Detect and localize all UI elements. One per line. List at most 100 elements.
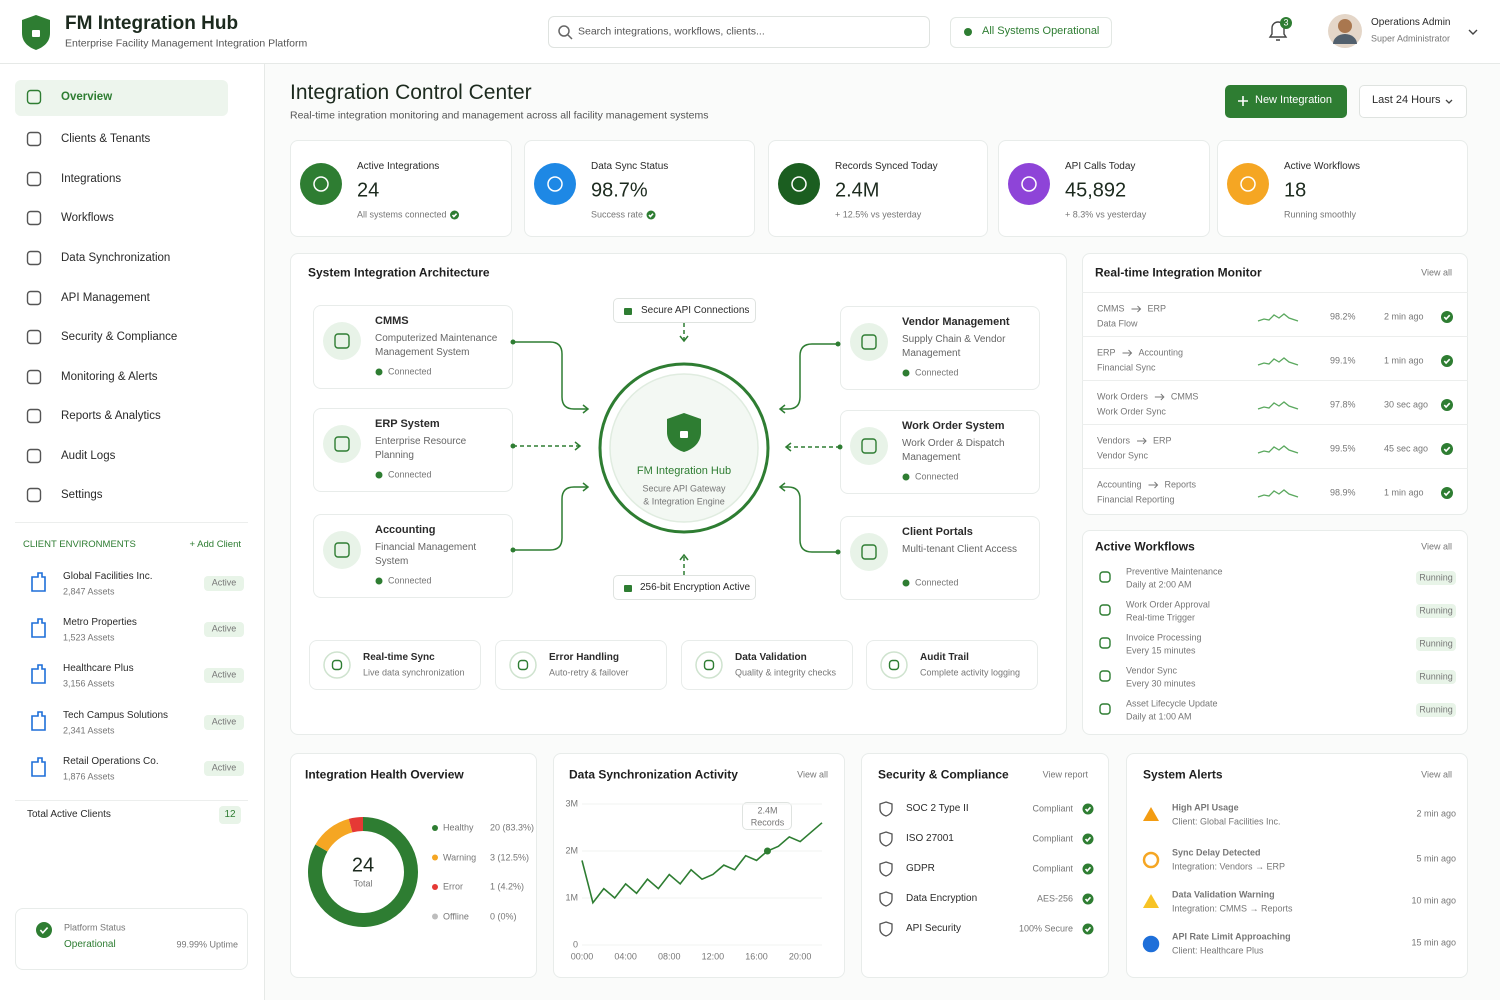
connector (780, 343, 838, 410)
flow-arrow (1122, 349, 1133, 357)
add-client[interactable]: + Add Client (189, 539, 242, 551)
alert-time: 15 min ago (1411, 937, 1456, 948)
platform-title: Platform Status (64, 922, 126, 933)
client-status: Active (211, 577, 237, 588)
nav-item[interactable]: Monitoring & Alerts (61, 370, 158, 383)
nav-item[interactable]: Integrations (61, 172, 122, 185)
system-desc: Enterprise Resource Planning (375, 436, 467, 461)
alerts-panel (1126, 753, 1468, 978)
alert-icon (1143, 807, 1159, 821)
feature-title: Real-time Sync (363, 651, 435, 663)
flow-target: Reports (1164, 479, 1197, 490)
nav-item[interactable]: Reports & Analytics (61, 409, 161, 422)
system-icon (323, 531, 361, 569)
arrow-head (778, 482, 786, 492)
status-badge (204, 668, 244, 683)
y-tick-label: 0 (572, 939, 578, 950)
kpi-label: Data Sync Status (591, 160, 669, 172)
flow-arrow (1137, 437, 1147, 445)
view-all-link[interactable]: View all (1421, 267, 1452, 278)
nav-item[interactable]: Clients & Tenants (61, 132, 151, 145)
nav-item[interactable]: Data Synchronization (61, 251, 171, 264)
nav-item[interactable]: Audit Logs (61, 449, 116, 462)
check-mark (1084, 866, 1092, 873)
new-integration-label: New Integration (1255, 94, 1333, 107)
icon (26, 171, 42, 187)
legend-dot (432, 884, 438, 890)
nav-item[interactable]: Security & Compliance (61, 330, 178, 343)
bell-icon (1268, 21, 1288, 41)
compliance-name: ISO 27001 (906, 832, 954, 844)
workflows-panel (1082, 530, 1468, 735)
status-badge (204, 576, 244, 591)
system-desc: Supply Chain & Vendor Management (902, 334, 1006, 359)
system-name: Vendor Management (902, 316, 1010, 329)
donut-segment (308, 817, 418, 927)
nav-item[interactable]: Workflows (61, 211, 114, 224)
system-desc: Multi-tenant Client Access (902, 544, 1018, 555)
bottom-badge (613, 575, 756, 600)
feature-title: Data Validation (735, 651, 807, 663)
client-name[interactable]: Healthcare Plus (63, 662, 134, 674)
client-name[interactable]: Retail Operations Co. (63, 755, 159, 767)
legend-value: 1 (4.2%) (490, 881, 525, 892)
monitor-panel (1082, 253, 1468, 515)
flow-arrow (1148, 481, 1159, 489)
app-subtitle: Enterprise Facility Management Integrati… (65, 37, 308, 50)
client-assets: 1,523 Assets (63, 632, 115, 643)
user-role: Super Administrator (1371, 33, 1451, 44)
status-dot (375, 577, 383, 585)
status-badge (204, 761, 244, 776)
flow-type: Data Flow (1097, 318, 1138, 329)
search-box[interactable] (548, 16, 930, 48)
nav-item[interactable]: Overview (61, 90, 113, 103)
workflow-status: Running (1419, 704, 1453, 715)
check-mark (1084, 896, 1092, 903)
status-dot (902, 369, 910, 377)
workflow-schedule: Real-time Trigger (1126, 612, 1196, 623)
client-name[interactable]: Metro Properties (63, 616, 137, 628)
status-badge (1416, 703, 1456, 717)
row-divider (1082, 468, 1468, 469)
feature-desc: Complete activity logging (920, 667, 1021, 678)
feature-title: Audit Trail (920, 651, 969, 663)
kpi-icon (534, 163, 576, 205)
kpi-label: Records Synced Today (835, 160, 938, 172)
icon (861, 544, 877, 560)
legend-dot (432, 825, 438, 831)
view-all-link[interactable]: View all (797, 769, 828, 780)
feature-icon (880, 651, 908, 679)
kpi-icon (300, 163, 342, 205)
alert-time: 5 min ago (1416, 853, 1456, 864)
status-dot (902, 473, 910, 481)
view-all-link[interactable]: View all (1421, 541, 1452, 552)
client-name[interactable]: Tech Campus Solutions (63, 709, 169, 721)
kpi-value: 45,892 (1065, 179, 1127, 202)
arrow-head (679, 553, 689, 561)
view-all-link[interactable]: View all (1421, 769, 1452, 780)
workflow-status: Running (1419, 572, 1453, 583)
arrow-head (574, 441, 582, 451)
system-status: Connected (915, 577, 959, 588)
chevron (1468, 29, 1478, 35)
annotation-label: Records (750, 817, 785, 828)
compliance-name: GDPR (906, 862, 935, 874)
flow-type: Financial Sync (1097, 362, 1156, 373)
system-name: CMMS (375, 315, 409, 328)
icon (26, 210, 42, 226)
status-dot (375, 368, 383, 376)
compliance-name: API Security (906, 922, 962, 934)
icon (26, 369, 42, 385)
range-select[interactable] (1359, 85, 1467, 118)
kpi-note: All systems connected (357, 209, 447, 220)
feature-icon (695, 651, 723, 679)
view-report-link[interactable]: View report (1042, 769, 1088, 780)
kpi-icon-glyph (791, 176, 807, 192)
client-name[interactable]: Global Facilities Inc. (63, 570, 153, 582)
alert-icon (1143, 894, 1159, 908)
nav-item[interactable]: API Management (61, 291, 150, 304)
nav-item[interactable]: Settings (61, 488, 103, 501)
workflow-schedule: Every 30 minutes (1126, 678, 1196, 689)
workflow-name: Asset Lifecycle Update (1126, 698, 1218, 709)
x-tick-label: 00:00 (570, 951, 594, 962)
